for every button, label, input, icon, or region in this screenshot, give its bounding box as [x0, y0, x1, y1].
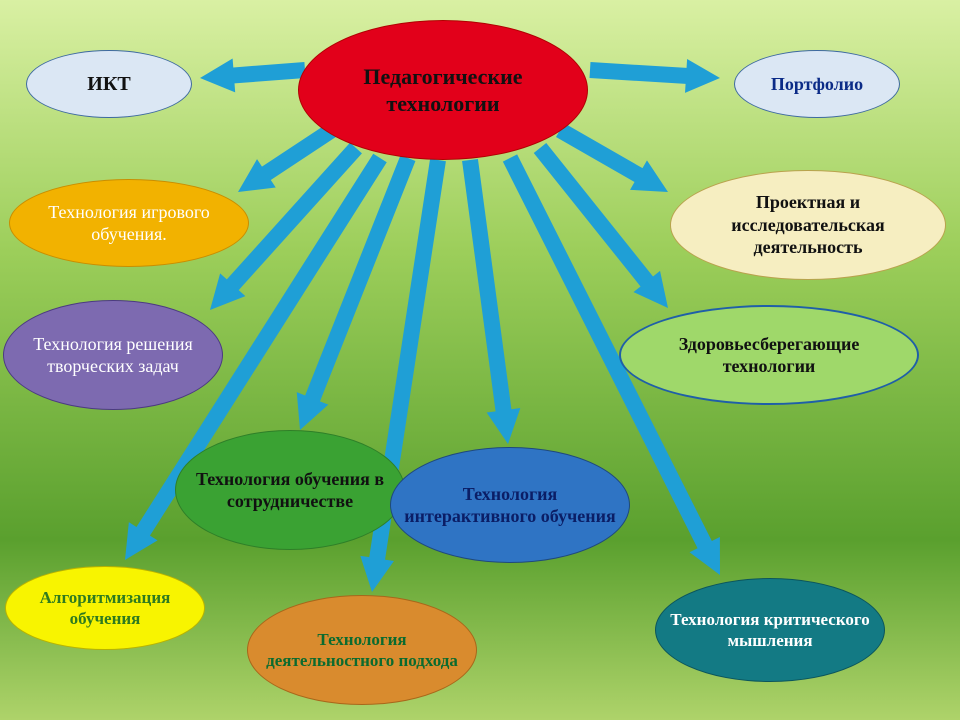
node-project: Проектная и исследовательская деятельнос… [670, 170, 946, 280]
node-interactive-label: Технология интерактивного обучения [401, 483, 619, 528]
node-creative: Технология решения творческих задач [3, 300, 223, 410]
node-portfolio-label: Портфолио [771, 73, 863, 96]
node-coop-label: Технология обучения в сотрудничестве [186, 468, 394, 513]
node-game: Технология игрового обучения. [9, 179, 249, 267]
center-node: Педагогические технологии [298, 20, 588, 160]
node-health-label: Здоровьесберегающие технологии [631, 333, 907, 378]
node-ikt-label: ИКТ [87, 72, 130, 97]
node-health: Здоровьесберегающие технологии [619, 305, 919, 405]
node-activity: Технология деятельностного подхода [247, 595, 477, 705]
node-critical: Технология критического мышления [655, 578, 885, 682]
diagram-stage: ИКТ Портфолио Технология игрового обучения… [0, 0, 960, 720]
node-game-label: Технология игрового обучения. [20, 201, 238, 246]
node-algo-label: Алгоритмизация обучения [16, 587, 194, 630]
node-critical-label: Технология критического мышления [666, 609, 874, 652]
node-creative-label: Технология решения творческих задач [14, 333, 212, 378]
center-node-label: Педагогические технологии [309, 63, 577, 118]
node-algo: Алгоритмизация обучения [5, 566, 205, 650]
node-ikt: ИКТ [26, 50, 192, 118]
node-activity-label: Технология деятельностного подхода [258, 629, 466, 672]
node-coop: Технология обучения в сотрудничестве [175, 430, 405, 550]
node-project-label: Проектная и исследовательская деятельнос… [681, 191, 935, 259]
node-portfolio: Портфолио [734, 50, 900, 118]
node-interactive: Технология интерактивного обучения [390, 447, 630, 563]
